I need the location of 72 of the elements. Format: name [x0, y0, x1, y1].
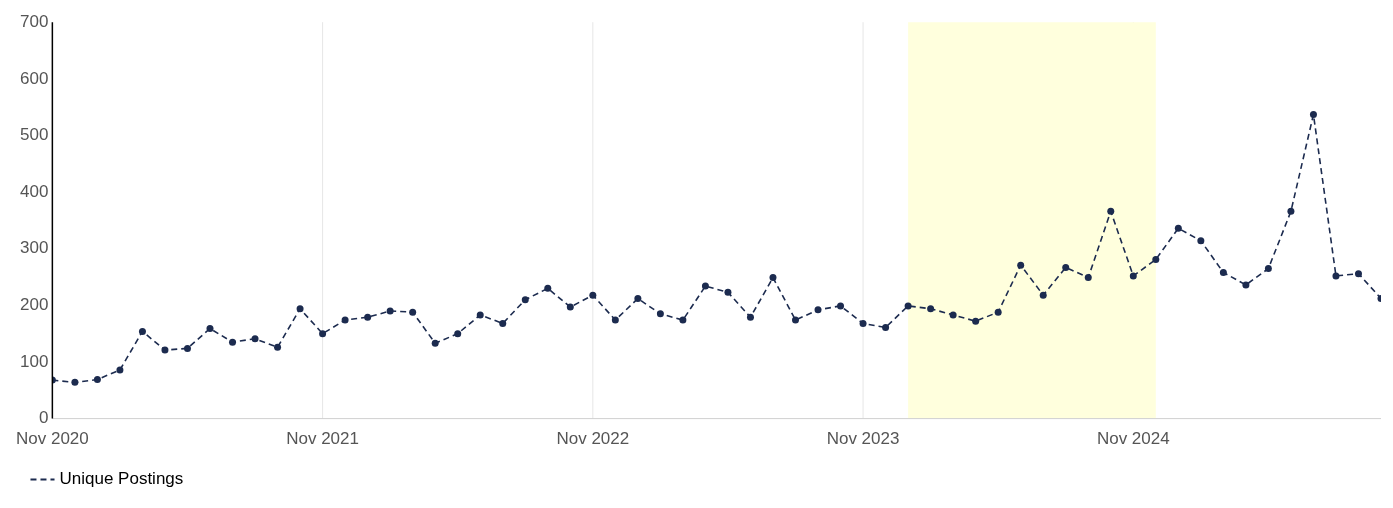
point [1219, 269, 1227, 276]
point [927, 305, 935, 313]
y-tick-label: 600 [19, 68, 49, 88]
point [116, 366, 124, 374]
y-tick-label: 200 [19, 295, 49, 315]
point [499, 319, 507, 327]
point [972, 317, 980, 325]
point [1354, 270, 1362, 278]
point [769, 274, 777, 282]
y-tick-label: 500 [19, 125, 49, 145]
point [566, 303, 574, 311]
point [1084, 274, 1092, 282]
point [1062, 263, 1070, 271]
point [251, 335, 259, 343]
point [1242, 281, 1250, 289]
point [93, 376, 101, 384]
x-tick-label: Nov 2020 [15, 429, 89, 449]
point [1174, 224, 1182, 232]
point [1107, 207, 1115, 215]
point [814, 306, 822, 314]
point [71, 378, 79, 386]
point [206, 325, 214, 333]
point [701, 282, 709, 290]
point [882, 323, 890, 331]
y-tick-label: 0 [38, 408, 49, 428]
point [634, 295, 642, 303]
point [409, 308, 417, 316]
point [1309, 111, 1317, 119]
point [611, 316, 619, 324]
point [296, 305, 304, 313]
y-tick-label: 400 [19, 181, 49, 201]
point [949, 311, 957, 319]
point [431, 339, 439, 347]
point [994, 308, 1002, 316]
legend-label: Unique Postings [59, 469, 184, 489]
point [1197, 237, 1205, 245]
point [183, 344, 191, 352]
point [792, 316, 799, 324]
point [274, 343, 282, 351]
point [1287, 207, 1295, 215]
point [521, 296, 529, 304]
point [161, 346, 169, 354]
point [1264, 265, 1272, 273]
x-tick-label: Nov 2021 [286, 429, 359, 449]
y-tick-label: 300 [19, 238, 49, 258]
point [341, 316, 349, 324]
point [454, 330, 462, 338]
point [904, 302, 912, 310]
point [1332, 272, 1340, 280]
y-tick-label: 100 [19, 351, 49, 371]
point [476, 311, 484, 319]
point [837, 302, 845, 310]
x-tick-label: Nov 2024 [1096, 429, 1170, 449]
point [319, 330, 327, 338]
point [1129, 272, 1137, 280]
point [1152, 255, 1160, 263]
point [724, 288, 732, 296]
x-tick-label: Nov 2022 [556, 429, 630, 449]
y-tick-label: 700 [19, 11, 49, 31]
point [746, 313, 754, 321]
point [589, 291, 597, 299]
point [544, 284, 552, 292]
point [656, 310, 664, 318]
point [229, 338, 237, 346]
point [1039, 291, 1047, 299]
x-tick-label: Nov 2023 [826, 429, 900, 449]
point [1017, 261, 1025, 269]
point [679, 316, 687, 324]
point [364, 313, 372, 321]
point [386, 307, 394, 315]
point [859, 319, 867, 327]
point [138, 327, 146, 335]
